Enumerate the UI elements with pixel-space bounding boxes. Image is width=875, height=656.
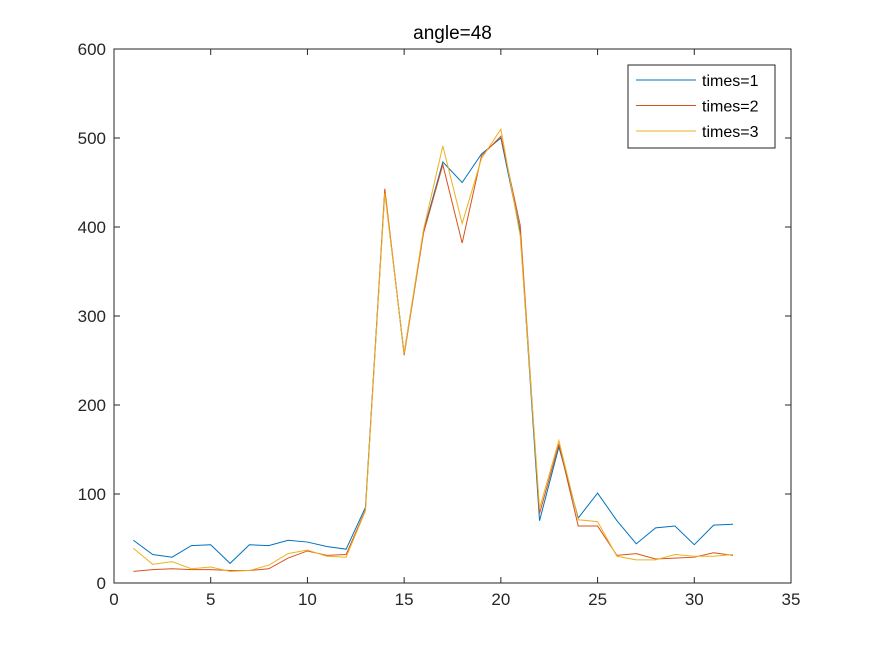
y-tick-label: 600 <box>78 40 106 59</box>
series-layer <box>133 127 734 572</box>
x-tick-label: 20 <box>491 590 510 609</box>
x-tick-label: 15 <box>395 590 414 609</box>
legend-label-1: times=1 <box>702 73 759 90</box>
x-tick-label: 35 <box>782 590 801 609</box>
legend-label-3: times=3 <box>702 124 759 141</box>
axes-layer: 0 5 10 15 20 25 30 35 0 100 200 300 400 500 600 <box>78 40 801 609</box>
series-line-2 <box>133 135 734 572</box>
legend-box <box>627 64 776 149</box>
x-tick-label: 0 <box>109 590 118 609</box>
y-tick-label: 200 <box>78 396 106 415</box>
x-tick-label: 10 <box>298 590 317 609</box>
series-line-1 <box>133 137 733 565</box>
legend-label-2: times=2 <box>702 99 759 116</box>
x-tick-label: 25 <box>588 590 607 609</box>
x-tick-label: 5 <box>206 590 215 609</box>
y-tick-label: 400 <box>78 218 106 237</box>
series-line-3 <box>133 127 734 572</box>
y-tick-label: 500 <box>78 129 106 148</box>
legend: times=1 times=2 times=3 <box>627 64 776 149</box>
chart-title: angle=48 <box>413 23 492 44</box>
y-tick-label: 300 <box>78 307 106 326</box>
x-tick-label: 30 <box>685 590 704 609</box>
y-tick-label: 0 <box>97 574 106 593</box>
y-tick-label: 100 <box>78 485 106 504</box>
